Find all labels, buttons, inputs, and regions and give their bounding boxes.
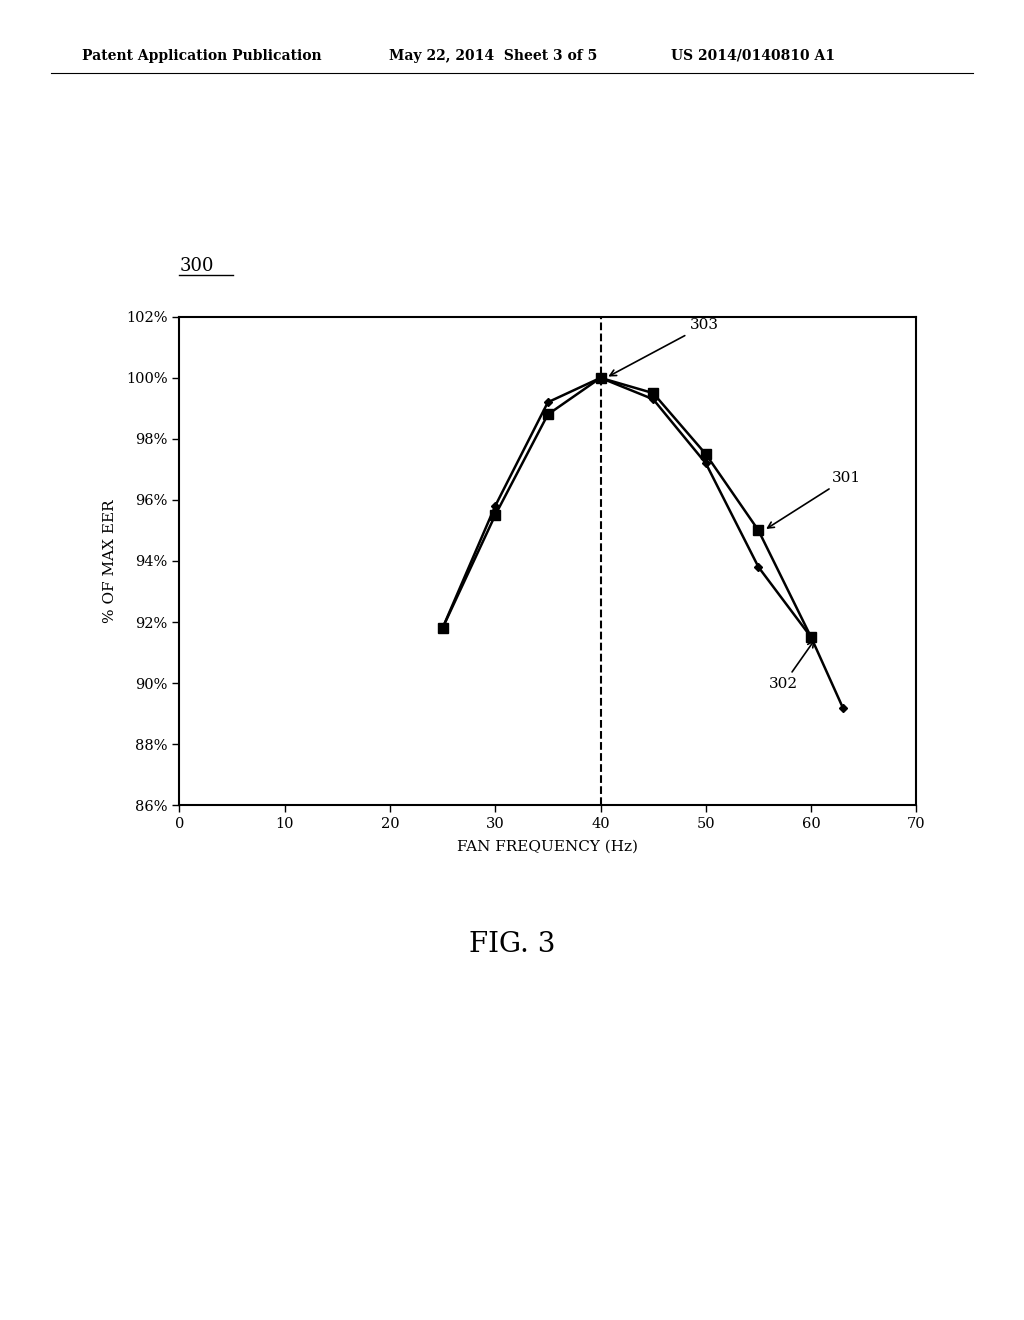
Text: Patent Application Publication: Patent Application Publication — [82, 49, 322, 63]
Text: 302: 302 — [769, 642, 814, 690]
Text: US 2014/0140810 A1: US 2014/0140810 A1 — [671, 49, 835, 63]
Text: FIG. 3: FIG. 3 — [469, 931, 555, 957]
Text: 300: 300 — [179, 257, 214, 276]
X-axis label: FAN FREQUENCY (Hz): FAN FREQUENCY (Hz) — [458, 840, 638, 853]
Y-axis label: % OF MAX EER: % OF MAX EER — [103, 499, 118, 623]
Text: 303: 303 — [610, 318, 719, 376]
Text: May 22, 2014  Sheet 3 of 5: May 22, 2014 Sheet 3 of 5 — [389, 49, 597, 63]
Text: 301: 301 — [768, 471, 861, 528]
